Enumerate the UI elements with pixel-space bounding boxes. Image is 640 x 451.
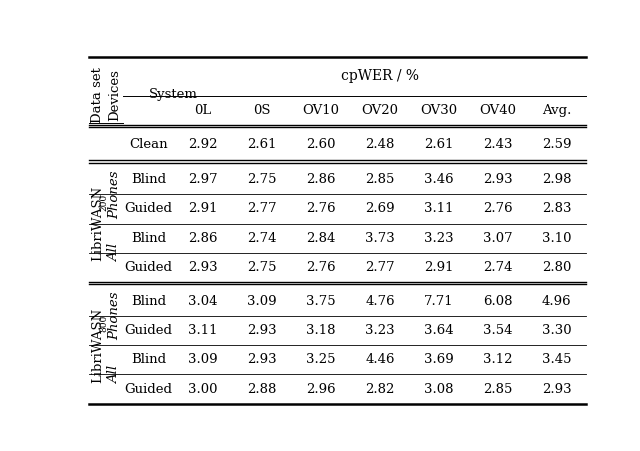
Text: 7.71: 7.71 xyxy=(424,295,454,308)
Text: 0L: 0L xyxy=(195,104,212,117)
Text: 2.93: 2.93 xyxy=(247,324,277,337)
Text: 2.77: 2.77 xyxy=(247,202,277,216)
Text: 2.48: 2.48 xyxy=(365,138,395,152)
Text: 2.93: 2.93 xyxy=(188,261,218,274)
Text: 2.84: 2.84 xyxy=(307,232,336,244)
Text: 3.23: 3.23 xyxy=(424,232,454,244)
Text: 2.69: 2.69 xyxy=(365,202,395,216)
Text: 3.08: 3.08 xyxy=(424,382,454,396)
Text: Guided: Guided xyxy=(125,382,173,396)
Text: 2.92: 2.92 xyxy=(188,138,218,152)
Text: 3.54: 3.54 xyxy=(483,324,513,337)
Text: 2.76: 2.76 xyxy=(306,261,336,274)
Text: 2.76: 2.76 xyxy=(306,202,336,216)
Text: Clean: Clean xyxy=(129,138,168,152)
Text: 3.10: 3.10 xyxy=(542,232,572,244)
Text: 2.60: 2.60 xyxy=(307,138,336,152)
Text: All: All xyxy=(108,365,122,383)
Text: 3.09: 3.09 xyxy=(247,295,277,308)
Text: 3.07: 3.07 xyxy=(483,232,513,244)
Text: 2.76: 2.76 xyxy=(483,202,513,216)
Text: 3.30: 3.30 xyxy=(542,324,572,337)
Text: 2.91: 2.91 xyxy=(424,261,454,274)
Text: 2.86: 2.86 xyxy=(307,173,336,186)
Text: Data set: Data set xyxy=(92,67,104,123)
Text: Phones: Phones xyxy=(108,170,122,219)
Text: 3.75: 3.75 xyxy=(306,295,336,308)
Text: 3.45: 3.45 xyxy=(542,353,572,366)
Text: 2.96: 2.96 xyxy=(306,382,336,396)
Text: 3.73: 3.73 xyxy=(365,232,395,244)
Text: 3.11: 3.11 xyxy=(424,202,454,216)
Text: 2.98: 2.98 xyxy=(542,173,572,186)
Text: 3.64: 3.64 xyxy=(424,324,454,337)
Text: 4.96: 4.96 xyxy=(542,295,572,308)
Text: Blind: Blind xyxy=(131,295,166,308)
Text: cpWER / %: cpWER / % xyxy=(341,69,419,83)
Text: 3.69: 3.69 xyxy=(424,353,454,366)
Text: 2.93: 2.93 xyxy=(247,353,277,366)
Text: 2.77: 2.77 xyxy=(365,261,395,274)
Text: 3.04: 3.04 xyxy=(188,295,218,308)
Text: OV40: OV40 xyxy=(479,104,516,117)
Text: 3.18: 3.18 xyxy=(307,324,336,337)
Text: 3.23: 3.23 xyxy=(365,324,395,337)
Text: 2.85: 2.85 xyxy=(483,382,513,396)
Text: 3.00: 3.00 xyxy=(188,382,218,396)
Text: OV30: OV30 xyxy=(420,104,458,117)
Text: 3.46: 3.46 xyxy=(424,173,454,186)
Text: OV20: OV20 xyxy=(362,104,399,117)
Text: 2.80: 2.80 xyxy=(542,261,572,274)
Text: LibriWASN: LibriWASN xyxy=(92,186,104,261)
Text: Phones: Phones xyxy=(108,292,122,340)
Text: 4.76: 4.76 xyxy=(365,295,395,308)
Text: System: System xyxy=(148,88,198,101)
Text: 3.12: 3.12 xyxy=(483,353,513,366)
Text: 2.82: 2.82 xyxy=(365,382,395,396)
Text: 2.74: 2.74 xyxy=(483,261,513,274)
Text: 2.85: 2.85 xyxy=(365,173,395,186)
Text: 2.93: 2.93 xyxy=(542,382,572,396)
Text: Avg.: Avg. xyxy=(542,104,572,117)
Text: 2.86: 2.86 xyxy=(188,232,218,244)
Text: 200: 200 xyxy=(100,193,109,211)
Text: 2.93: 2.93 xyxy=(483,173,513,186)
Text: All: All xyxy=(108,244,122,262)
Text: Devices: Devices xyxy=(108,69,122,121)
Text: 3.25: 3.25 xyxy=(307,353,336,366)
Text: 800: 800 xyxy=(100,315,109,332)
Text: 2.59: 2.59 xyxy=(542,138,572,152)
Text: Blind: Blind xyxy=(131,353,166,366)
Text: 2.43: 2.43 xyxy=(483,138,513,152)
Text: 2.74: 2.74 xyxy=(248,232,277,244)
Text: Guided: Guided xyxy=(125,261,173,274)
Text: 2.91: 2.91 xyxy=(188,202,218,216)
Text: 0S: 0S xyxy=(253,104,271,117)
Text: Blind: Blind xyxy=(131,232,166,244)
Text: 2.61: 2.61 xyxy=(424,138,454,152)
Text: Blind: Blind xyxy=(131,173,166,186)
Text: 2.97: 2.97 xyxy=(188,173,218,186)
Text: Guided: Guided xyxy=(125,202,173,216)
Text: Guided: Guided xyxy=(125,324,173,337)
Text: 2.61: 2.61 xyxy=(248,138,277,152)
Text: 2.75: 2.75 xyxy=(248,261,277,274)
Text: OV10: OV10 xyxy=(303,104,340,117)
Text: 6.08: 6.08 xyxy=(483,295,513,308)
Text: 4.46: 4.46 xyxy=(365,353,395,366)
Text: LibriWASN: LibriWASN xyxy=(92,308,104,383)
Text: 3.09: 3.09 xyxy=(188,353,218,366)
Text: 2.83: 2.83 xyxy=(542,202,572,216)
Text: 3.11: 3.11 xyxy=(188,324,218,337)
Text: 2.75: 2.75 xyxy=(248,173,277,186)
Text: 2.88: 2.88 xyxy=(248,382,277,396)
